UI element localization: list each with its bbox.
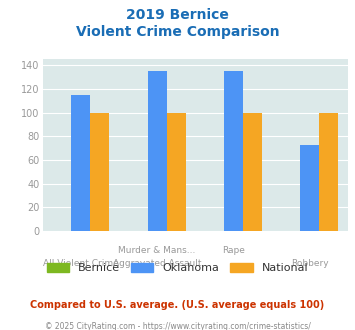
Bar xyxy=(166,113,186,231)
Bar xyxy=(224,71,243,231)
Text: Violent Crime Comparison: Violent Crime Comparison xyxy=(76,25,279,39)
Text: Murder & Mans...: Murder & Mans... xyxy=(119,246,196,255)
Text: All Violent Crime: All Violent Crime xyxy=(43,259,119,268)
Text: Aggravated Assault: Aggravated Assault xyxy=(113,259,201,268)
Text: © 2025 CityRating.com - https://www.cityrating.com/crime-statistics/: © 2025 CityRating.com - https://www.city… xyxy=(45,322,310,330)
Text: Robbery: Robbery xyxy=(291,259,328,268)
Bar xyxy=(319,113,338,231)
Text: Rape: Rape xyxy=(222,246,245,255)
Legend: Bernice, Oklahoma, National: Bernice, Oklahoma, National xyxy=(47,263,308,273)
Text: 2019 Bernice: 2019 Bernice xyxy=(126,8,229,22)
Bar xyxy=(148,71,166,231)
Text: Compared to U.S. average. (U.S. average equals 100): Compared to U.S. average. (U.S. average … xyxy=(31,300,324,310)
Bar xyxy=(243,113,262,231)
Bar xyxy=(71,95,90,231)
Bar xyxy=(300,145,319,231)
Bar xyxy=(90,113,109,231)
